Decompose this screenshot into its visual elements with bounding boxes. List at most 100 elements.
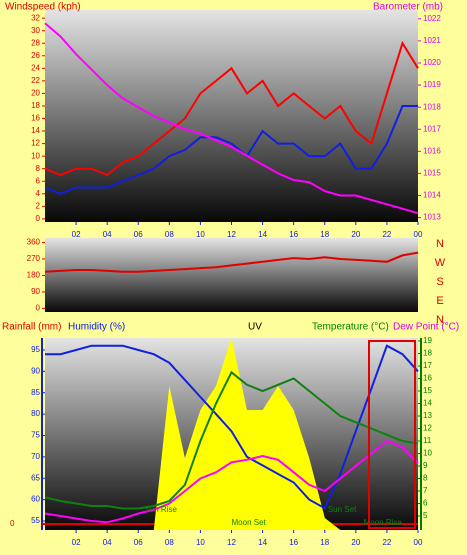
panel-direction (45, 238, 418, 312)
y2-label: Barometer (mb) (373, 2, 443, 13)
y-tick-label: 24 (31, 63, 40, 72)
y-tick-label: 6 (36, 176, 41, 185)
x-tick-label: 04 (103, 230, 112, 239)
x-tick-label: 10 (196, 538, 205, 547)
x-tick-label: 06 (134, 538, 143, 547)
y-tick-label: 360 (27, 238, 41, 247)
y-tick-label: 90 (31, 366, 40, 375)
y-tick-label: 12 (31, 139, 40, 148)
x-tick-label: 00 (414, 538, 423, 547)
x-tick-label: 14 (258, 538, 267, 547)
humidity-label: Humidity (%) (68, 322, 125, 333)
y2-tick-label: 15 (423, 386, 432, 395)
y2-tick-label: 1016 (423, 146, 441, 155)
compass-label: W (435, 257, 446, 269)
temperature-label: Temperature (°C) (312, 322, 389, 333)
y2-tick-label: 19 (423, 336, 432, 345)
y2-tick-label: 14 (423, 399, 432, 408)
series-line (44, 251, 419, 273)
x-tick-label: 18 (320, 230, 329, 239)
y-tick-label: 0 (36, 303, 41, 312)
y2-tick-label: 17 (423, 361, 432, 370)
y2-tick-label: 18 (423, 349, 432, 358)
y2-tick-label: 7 (423, 486, 428, 495)
x-tick-label: 20 (351, 230, 360, 239)
x-tick-label: 16 (289, 230, 298, 239)
y-tick-label: 60 (31, 495, 40, 504)
highlight-box (368, 340, 416, 529)
uv-area (45, 338, 418, 530)
y-tick-label: 95 (31, 345, 40, 354)
x-tick-label: 02 (72, 538, 81, 547)
y2-tick-label: 1015 (423, 169, 441, 178)
x-tick-label: 10 (196, 230, 205, 239)
series-line (44, 370, 419, 510)
uv-label: UV (248, 322, 262, 333)
compass-label: N (436, 238, 444, 250)
y-tick-label: 270 (27, 254, 41, 263)
x-tick-label: 04 (103, 538, 112, 547)
y2-tick-label: 1019 (423, 80, 441, 89)
series-line (44, 105, 418, 195)
y-label: Windspeed (kph) (5, 2, 81, 13)
x-tick-label: 08 (165, 230, 174, 239)
y2-tick-label: 1013 (423, 213, 441, 222)
x-tick-label: 22 (382, 230, 391, 239)
y-tick-label: 4 (36, 189, 41, 198)
annotation: Sun Rise (144, 505, 177, 514)
series-line (44, 439, 419, 524)
compass-label: N (436, 314, 444, 326)
y2-tick-label: 13 (423, 411, 432, 420)
y2-tick-label: 16 (423, 374, 432, 383)
y-tick-label: 32 (31, 13, 40, 22)
compass-label: S (436, 276, 443, 288)
y2-tick-label: 1018 (423, 102, 441, 111)
rain-tick-label: 0 (10, 519, 15, 528)
compass-label: E (436, 295, 443, 307)
y-tick-label: 30 (31, 26, 40, 35)
y-tick-label: 75 (31, 431, 40, 440)
y2-tick-label: 10 (423, 449, 432, 458)
y2-tick-label: 1021 (423, 36, 441, 45)
y2-tick-label: 1014 (423, 191, 441, 200)
x-tick-label: 06 (134, 230, 143, 239)
x-tick-label: 22 (382, 538, 391, 547)
y2-tick-label: 5 (423, 511, 428, 520)
y-tick-label: 28 (31, 38, 40, 47)
y-tick-label: 0 (36, 214, 41, 223)
x-tick-label: 14 (258, 230, 267, 239)
x-tick-label: 12 (227, 538, 236, 547)
annotation: Moon Set (232, 518, 267, 527)
y-tick-label: 10 (31, 151, 40, 160)
y-tick-label: 80 (31, 409, 40, 418)
y-tick-label: 85 (31, 388, 40, 397)
y2-tick-label: 9 (423, 461, 428, 470)
y-tick-label: 16 (31, 114, 40, 123)
annotation: Moon Rise (364, 518, 403, 527)
x-tick-label: 08 (165, 538, 174, 547)
dewpoint-label: Dew Point (°C) (393, 322, 459, 333)
y-tick-label: 18 (31, 101, 40, 110)
panel-wind (45, 10, 418, 222)
y2-tick-label: 6 (423, 499, 428, 508)
y2-tick-label: 8 (423, 474, 428, 483)
annotation: Sun Set (328, 505, 357, 514)
y-tick-label: 55 (31, 516, 40, 525)
y-tick-label: 8 (36, 164, 41, 173)
x-tick-label: 18 (320, 538, 329, 547)
y-tick-label: 2 (36, 201, 41, 210)
series-line (45, 344, 419, 510)
rain-label: Rainfall (mm) (2, 322, 61, 333)
y-tick-label: 22 (31, 76, 40, 85)
y-tick-label: 180 (27, 271, 41, 280)
x-tick-label: 00 (414, 230, 423, 239)
series-line (44, 22, 419, 215)
y2-tick-label: 12 (423, 424, 432, 433)
y-tick-label: 14 (31, 126, 40, 135)
y-tick-label: 70 (31, 452, 40, 461)
y-tick-label: 26 (31, 51, 40, 60)
y2-tick-label: 1020 (423, 58, 441, 67)
y-tick-label: 90 (31, 287, 40, 296)
series-line (44, 40, 419, 177)
y-tick-label: 65 (31, 473, 40, 482)
